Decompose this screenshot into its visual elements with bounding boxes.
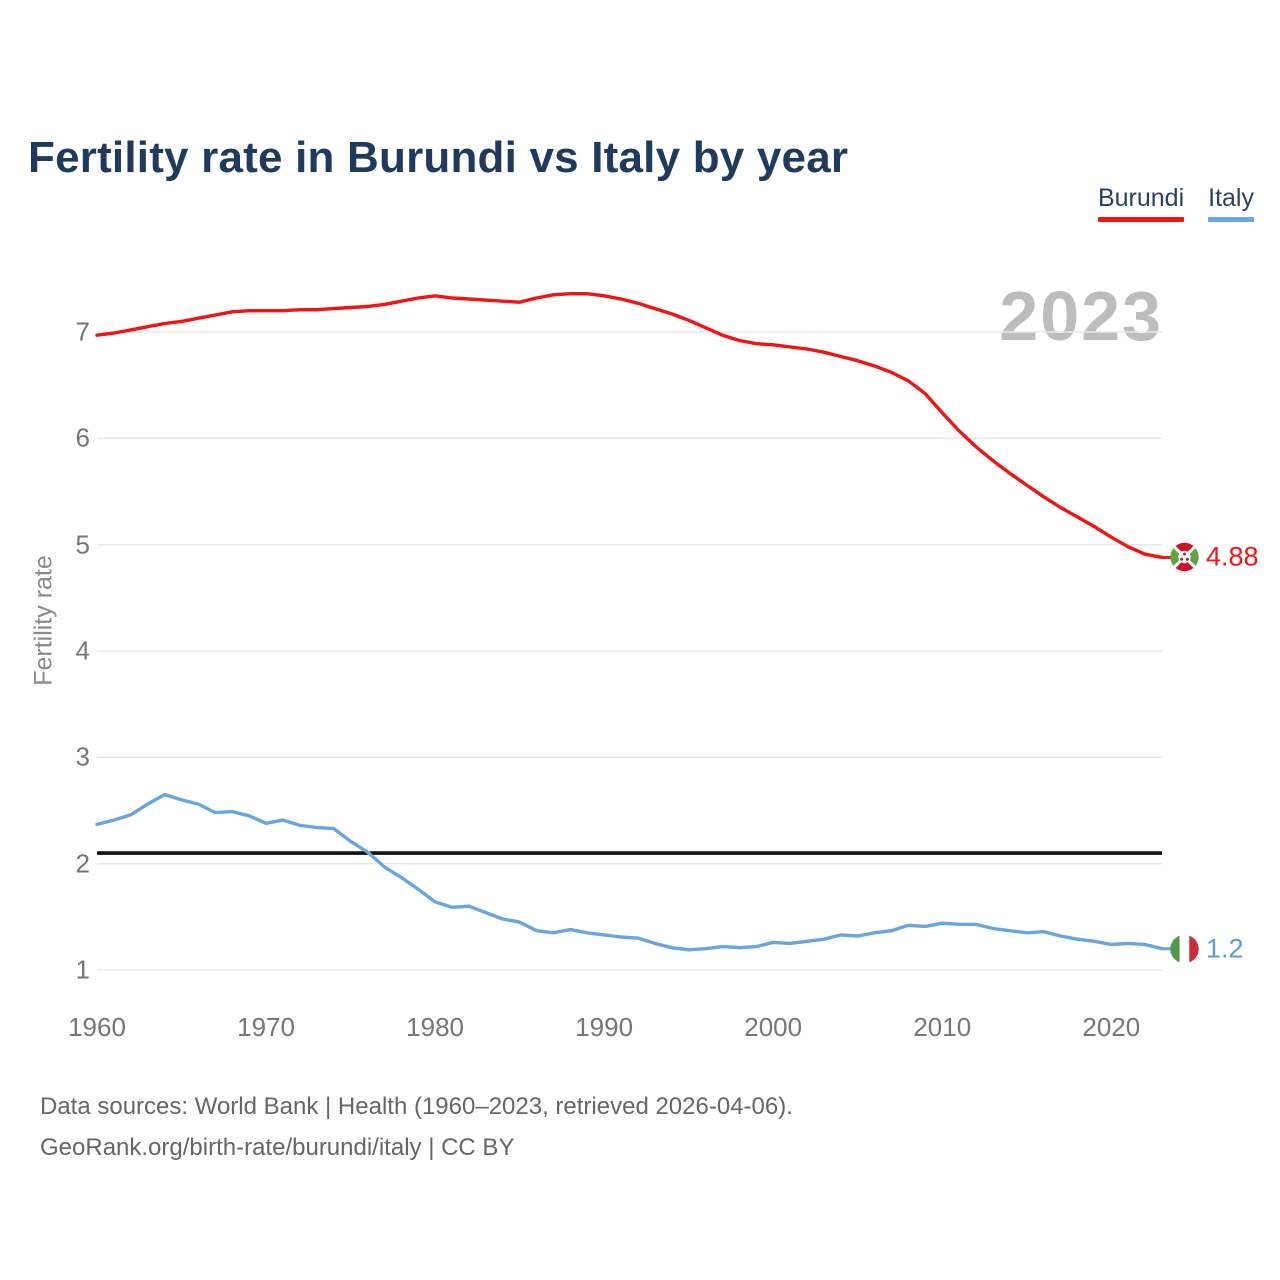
- year-watermark: 2023: [999, 277, 1163, 355]
- y-tick-label-1: 1: [75, 954, 90, 985]
- series-line-italy[interactable]: [95, 792, 1164, 952]
- data-sources-line: Data sources: World Bank | Health (1960–…: [40, 1093, 793, 1120]
- y-tick-label-4: 4: [75, 635, 90, 666]
- x-tick-label-1990: 1990: [575, 1012, 634, 1042]
- y-tick-label-3: 3: [75, 741, 90, 772]
- end-label-burundi: 4.88: [1170, 542, 1259, 573]
- x-tick-label-1960: 1960: [68, 1012, 126, 1042]
- legend-label-burundi: Burundi: [1097, 184, 1185, 212]
- x-tick-label-1980: 1980: [406, 1012, 465, 1042]
- legend-underline-burundi: [1097, 217, 1185, 222]
- y-tick-label-6: 6: [75, 422, 90, 453]
- legend: Burundi Italy: [1097, 184, 1254, 222]
- y-tick-label-2: 2: [75, 848, 90, 879]
- legend-label-italy: Italy: [1208, 184, 1254, 212]
- burundi-flag-icon: [1170, 543, 1199, 572]
- end-label-italy: 1.2: [1170, 933, 1244, 964]
- legend-underline-italy: [1208, 217, 1254, 222]
- italy-end-value: 1.2: [1206, 933, 1244, 964]
- footer: Data sources: World Bank | Health (1960–…: [40, 1086, 793, 1168]
- italy-flag-icon: [1170, 934, 1199, 963]
- x-tick-label-2020: 2020: [1082, 1012, 1141, 1042]
- attribution-line: GeoRank.org/birth-rate/burundi/italy | C…: [40, 1134, 515, 1161]
- x-tick-label-1970: 1970: [237, 1012, 295, 1042]
- x-tick-label-2010: 2010: [913, 1012, 972, 1042]
- legend-item-burundi[interactable]: Burundi: [1097, 184, 1185, 222]
- x-tick-label-2000: 2000: [744, 1012, 803, 1042]
- burundi-end-value: 4.88: [1206, 541, 1259, 572]
- y-tick-label-5: 5: [75, 529, 90, 560]
- y-tick-label-7: 7: [75, 316, 90, 347]
- series-line-burundi[interactable]: [95, 292, 1164, 560]
- chart-title: Fertility rate in Burundi vs Italy by ye…: [28, 133, 849, 183]
- legend-item-italy[interactable]: Italy: [1208, 184, 1254, 222]
